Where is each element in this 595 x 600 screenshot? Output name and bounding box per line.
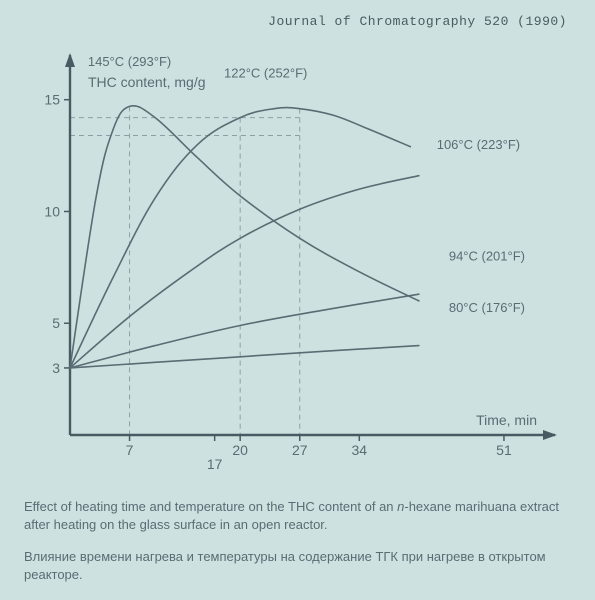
svg-text:27: 27: [292, 442, 308, 458]
figure-container: Journal of Chromatography 520 (1990) 351…: [0, 0, 595, 600]
svg-text:51: 51: [496, 442, 512, 458]
caption-russian: Влияние времени нагрева и температуры на…: [24, 548, 564, 583]
svg-text:5: 5: [52, 315, 60, 331]
svg-text:94°C (201°F): 94°C (201°F): [449, 249, 525, 264]
caption-text: Effect of heating time and temperature o…: [24, 499, 397, 514]
svg-text:106°C (223°F): 106°C (223°F): [437, 137, 520, 152]
svg-text:145°C (293°F): 145°C (293°F): [88, 54, 171, 69]
svg-text:10: 10: [44, 203, 60, 219]
caption-english: Effect of heating time and temperature o…: [24, 498, 564, 533]
thc-line-chart: 3 5 10 15 7 17 20 27 34 51 THC content, mg/g Time, …: [20, 45, 575, 485]
svg-text:34: 34: [352, 442, 368, 458]
svg-text:122°C (252°F): 122°C (252°F): [224, 65, 307, 80]
svg-text:Time, min: Time, min: [476, 412, 537, 428]
svg-text:THC content, mg/g: THC content, mg/g: [88, 74, 206, 90]
journal-reference: Journal of Chromatography 520 (1990): [268, 14, 567, 29]
svg-text:17: 17: [207, 456, 223, 472]
svg-text:15: 15: [44, 92, 60, 108]
svg-text:20: 20: [232, 442, 248, 458]
svg-text:3: 3: [52, 360, 60, 376]
svg-text:7: 7: [126, 442, 134, 458]
svg-text:80°C (176°F): 80°C (176°F): [449, 300, 525, 315]
